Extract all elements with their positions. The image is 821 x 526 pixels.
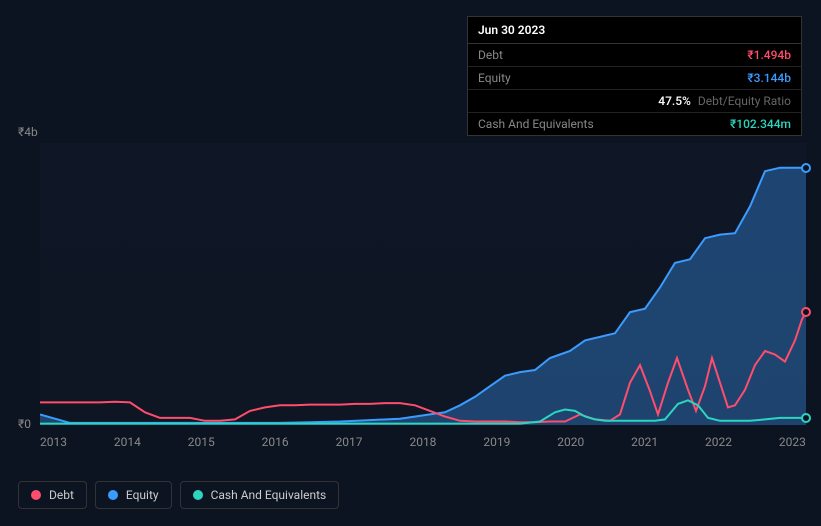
legend-item[interactable]: Debt bbox=[18, 481, 87, 509]
x-axis-label: 2016 bbox=[262, 435, 289, 449]
y-axis-label: ₹0 bbox=[18, 417, 31, 431]
legend-dot-icon bbox=[193, 490, 203, 500]
legend-label: Debt bbox=[49, 488, 74, 502]
x-axis-label: 2014 bbox=[114, 435, 141, 449]
chart-plot-area[interactable] bbox=[40, 143, 806, 425]
series-end-marker bbox=[801, 413, 811, 423]
legend-dot-icon bbox=[108, 490, 118, 500]
tooltip-value: 47.5% bbox=[658, 94, 691, 108]
tooltip-row: Debt ₹1.494b bbox=[468, 44, 801, 67]
legend-label: Cash And Equivalents bbox=[211, 488, 327, 502]
tooltip-value-wrap: 47.5% Debt/Equity Ratio bbox=[658, 94, 791, 108]
tooltip-value: ₹3.144b bbox=[747, 71, 791, 85]
x-axis-label: 2018 bbox=[409, 435, 436, 449]
tooltip-value-wrap: ₹3.144b bbox=[747, 71, 791, 85]
tooltip-label: Equity bbox=[478, 71, 511, 85]
x-axis-label: 2021 bbox=[631, 435, 658, 449]
x-axis-label: 2020 bbox=[557, 435, 584, 449]
series-end-marker bbox=[801, 163, 811, 173]
tooltip-value: ₹1.494b bbox=[747, 48, 791, 62]
x-axis: 2013 2014 2015 2016 2017 2018 2019 2020 2021 2022… bbox=[40, 435, 806, 449]
x-axis-label: 2013 bbox=[40, 435, 67, 449]
chart-container: ₹4b₹0 2013201420152016201720182019202020… bbox=[18, 125, 806, 445]
x-axis-label: 2015 bbox=[188, 435, 215, 449]
tooltip-date: Jun 30 2023 bbox=[468, 17, 801, 44]
x-axis-label: 2022 bbox=[705, 435, 732, 449]
chart-legend: Debt Equity Cash And Equivalents bbox=[18, 481, 339, 509]
tooltip-row: Equity ₹3.144b bbox=[468, 67, 801, 90]
series-end-marker bbox=[801, 307, 811, 317]
chart-tooltip: Jun 30 2023 Debt ₹1.494b Equity ₹3.144b 47.5… bbox=[467, 16, 802, 136]
x-axis-label: 2017 bbox=[336, 435, 363, 449]
tooltip-suffix: Debt/Equity Ratio bbox=[695, 94, 791, 108]
tooltip-value-wrap: ₹1.494b bbox=[747, 48, 791, 62]
x-axis-label: 2023 bbox=[779, 435, 806, 449]
tooltip-row: 47.5% Debt/Equity Ratio bbox=[468, 90, 801, 113]
legend-label: Equity bbox=[126, 488, 159, 502]
x-axis-label: 2019 bbox=[483, 435, 510, 449]
tooltip-label: Debt bbox=[478, 48, 503, 62]
legend-dot-icon bbox=[31, 490, 41, 500]
legend-item[interactable]: Cash And Equivalents bbox=[180, 481, 340, 509]
legend-item[interactable]: Equity bbox=[95, 481, 172, 509]
y-axis-label: ₹4b bbox=[18, 125, 38, 139]
